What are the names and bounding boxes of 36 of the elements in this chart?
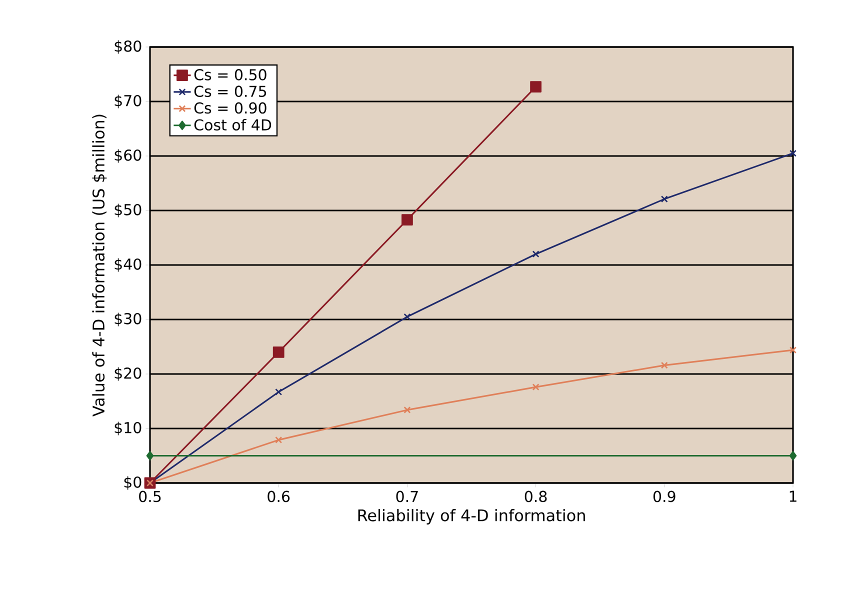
legend-label: Cost of 4D bbox=[194, 118, 272, 131]
x-tick-label: 0.5 bbox=[139, 490, 161, 502]
point bbox=[146, 451, 154, 460]
x-tick-label: 0.6 bbox=[268, 490, 290, 502]
point bbox=[275, 436, 282, 444]
point bbox=[402, 214, 413, 226]
y-axis-title: Value of 4-D information (US $million) bbox=[92, 114, 107, 416]
point bbox=[660, 362, 668, 369]
point bbox=[789, 451, 797, 460]
point bbox=[532, 384, 540, 391]
y-tick-label: $50 bbox=[114, 204, 142, 218]
x-tick-label: 0.8 bbox=[524, 490, 547, 502]
point bbox=[530, 81, 542, 92]
point bbox=[660, 196, 668, 203]
point bbox=[532, 250, 540, 258]
legend-label: Cs = 0.90 bbox=[194, 102, 266, 114]
y-tick-label: $60 bbox=[114, 149, 142, 163]
y-tick-label: $30 bbox=[114, 312, 142, 326]
y-tick-label: $70 bbox=[114, 94, 142, 108]
y-tick-label: $80 bbox=[114, 40, 142, 54]
point bbox=[789, 150, 797, 157]
y-tick-label: $0 bbox=[124, 476, 142, 490]
x-tick-label: 1 bbox=[790, 490, 796, 502]
legend-label: Cs = 0.50 bbox=[194, 69, 266, 80]
y-tick-label: $20 bbox=[114, 367, 142, 381]
y-tick-label: $40 bbox=[114, 258, 142, 272]
point bbox=[404, 406, 411, 414]
point bbox=[789, 346, 797, 354]
y-tick-label: $10 bbox=[114, 422, 142, 436]
x-tick-label: 0.7 bbox=[396, 490, 418, 502]
x-axis-title: Reliability of 4-D information bbox=[358, 509, 585, 524]
point bbox=[272, 346, 284, 358]
x-tick-label: 0.9 bbox=[653, 490, 676, 502]
legend-label: Cs = 0.75 bbox=[194, 86, 266, 98]
point bbox=[275, 388, 282, 396]
point bbox=[404, 313, 411, 320]
